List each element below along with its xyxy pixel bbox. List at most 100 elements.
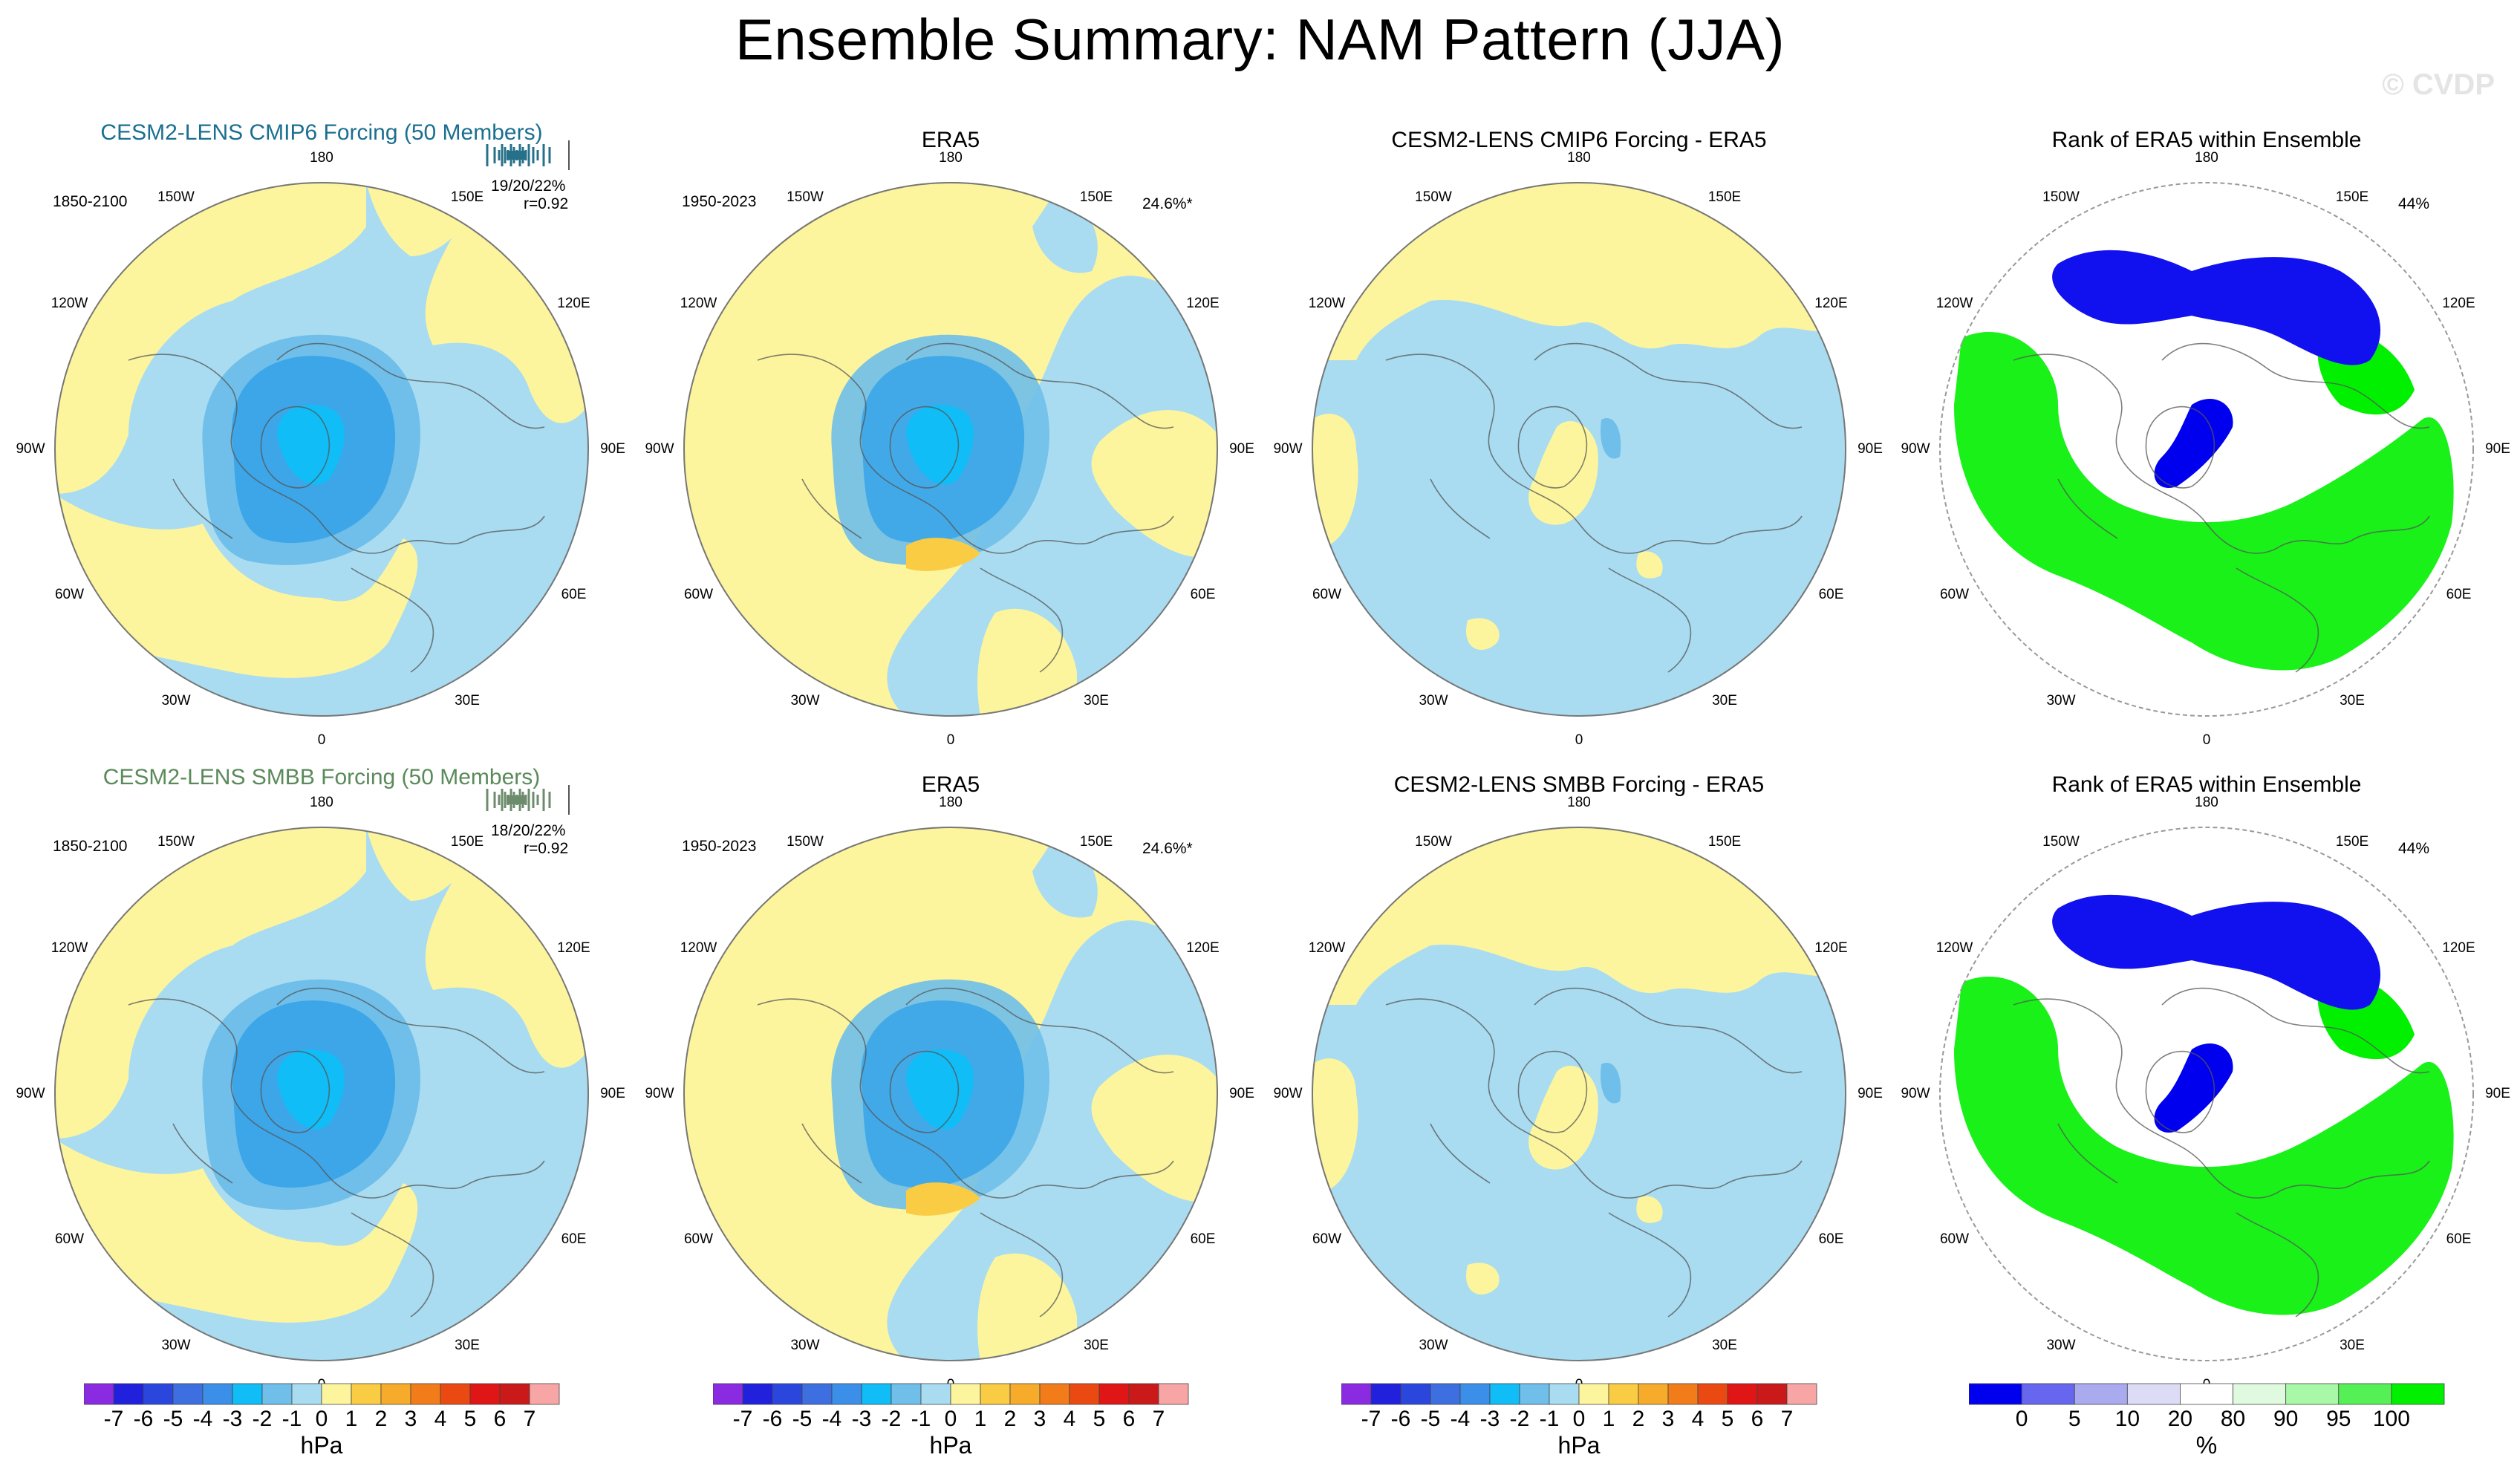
longitude-label: 60E xyxy=(561,1231,587,1247)
colorbar-tick: -5 xyxy=(1420,1407,1441,1431)
map-border xyxy=(1312,827,1846,1361)
longitude-label: 150E xyxy=(450,189,484,205)
colorbar-tick: 7 xyxy=(523,1407,536,1431)
colorbar-tick: -2 xyxy=(252,1407,273,1431)
colorbar-swatch xyxy=(232,1383,263,1405)
colorbar-tick: -7 xyxy=(732,1407,753,1431)
colorbar xyxy=(1341,1383,1817,1405)
longitude-label: 150E xyxy=(1079,833,1113,850)
longitude-label: 60E xyxy=(1818,1231,1844,1247)
polar-map-diff xyxy=(1312,182,1846,717)
positive-region xyxy=(1312,1058,1358,1191)
colorbar-swatch xyxy=(950,1383,981,1405)
longitude-label: 60E xyxy=(1190,587,1216,602)
longitude-label: 30W xyxy=(161,1338,191,1354)
period-label: 1950-2023 xyxy=(682,838,757,855)
colorbar-tick: 95 xyxy=(2326,1407,2351,1431)
negative-core xyxy=(277,405,345,485)
longitude-label: 30W xyxy=(1419,693,1448,709)
colorbar-tick: -1 xyxy=(911,1407,931,1431)
longitude-label: 30W xyxy=(1419,1338,1448,1354)
longitude-label: 150E xyxy=(1707,189,1742,205)
colorbar-unit: hPa xyxy=(929,1432,972,1459)
negative-core xyxy=(277,1049,345,1130)
colorbar-tick: 0 xyxy=(1572,1407,1586,1431)
longitude-label: 120E xyxy=(557,296,590,311)
colorbar-swatch xyxy=(1158,1383,1189,1405)
panel-title: CESM2-LENS SMBB Forcing (50 Members) xyxy=(102,765,541,789)
colorbar-swatch xyxy=(84,1383,114,1405)
pattern-correlation: r=0.92 xyxy=(524,840,569,857)
colorbar-tick: 4 xyxy=(434,1407,447,1431)
positive-region xyxy=(54,494,418,678)
longitude-label: 180 xyxy=(2195,795,2218,810)
colorbar-tick: -7 xyxy=(103,1407,124,1431)
panel-title: CESM2-LENS CMIP6 Forcing (50 Members) xyxy=(100,120,543,145)
longitude-label: 30E xyxy=(455,693,480,709)
colorbar-tick: 1 xyxy=(974,1407,987,1431)
longitude-label: 120W xyxy=(680,296,717,311)
colorbar-swatch xyxy=(742,1383,773,1405)
coastlines xyxy=(128,987,545,1318)
longitude-label: 90W xyxy=(645,1086,674,1101)
longitude-label: 150W xyxy=(2042,833,2080,850)
longitude-label: 180 xyxy=(1567,150,1591,166)
colorbar-swatch xyxy=(861,1383,892,1405)
variance-stat: 24.6%* xyxy=(1142,840,1193,857)
colorbar-swatch xyxy=(469,1383,501,1405)
colorbar-swatch xyxy=(1638,1383,1669,1405)
colorbar-swatch xyxy=(1489,1383,1520,1405)
colorbar-swatch xyxy=(1756,1383,1788,1405)
panel-title: ERA5 xyxy=(921,128,980,152)
colorbar-tick: 5 xyxy=(1093,1407,1106,1431)
coastlines xyxy=(757,342,1174,673)
pattern-correlation: r=0.92 xyxy=(524,195,569,212)
longitude-label: 60W xyxy=(54,1231,85,1247)
variance-stat: 24.6%* xyxy=(1142,195,1193,212)
negative-region xyxy=(1601,1063,1621,1104)
longitude-label: 30E xyxy=(1712,693,1737,709)
rank-low-region xyxy=(2154,398,2233,488)
ensemble-range xyxy=(507,151,526,160)
colorbar-tick: -4 xyxy=(192,1407,213,1431)
panel-title: Rank of ERA5 within Ensemble xyxy=(2051,772,2362,797)
positive-region xyxy=(1528,420,1598,525)
colorbar-swatch xyxy=(261,1383,293,1405)
colorbar-tick: 3 xyxy=(1033,1407,1046,1431)
positive-region xyxy=(1091,410,1218,558)
longitude-label: 90E xyxy=(2485,441,2510,457)
pattern-stat: 18/20/22% xyxy=(491,822,566,839)
colorbar-tick: -4 xyxy=(1450,1407,1471,1431)
positive-region xyxy=(977,608,1077,717)
colorbar-tick: 5 xyxy=(1721,1407,1734,1431)
colorbar-swatch xyxy=(499,1383,530,1405)
longitude-label: 150W xyxy=(1415,833,1452,850)
colorbar-swatch xyxy=(1009,1383,1041,1405)
polar-map-rank xyxy=(1939,182,2474,717)
map-border xyxy=(54,182,589,717)
longitude-label: 90E xyxy=(600,1086,625,1101)
colorbar-swatch xyxy=(2285,1383,2340,1405)
watermark: © CVDP xyxy=(2382,68,2495,101)
colorbar-tick: -6 xyxy=(133,1407,154,1431)
colorbar-tick: 7 xyxy=(1780,1407,1794,1431)
colorbar-swatch xyxy=(1400,1383,1431,1405)
longitude-label: 30W xyxy=(790,1338,820,1354)
colorbar-swatch xyxy=(2180,1383,2233,1405)
longitude-label: 90W xyxy=(16,441,45,457)
colorbar-tick: -6 xyxy=(762,1407,783,1431)
longitude-label: 0 xyxy=(317,732,326,748)
coastlines xyxy=(128,342,545,673)
longitude-label: 90W xyxy=(1273,1086,1303,1101)
colorbar-swatch xyxy=(1727,1383,1758,1405)
colorbar-swatch xyxy=(1098,1383,1130,1405)
colorbar-tick: 2 xyxy=(374,1407,388,1431)
colorbar-tick: 5 xyxy=(463,1407,477,1431)
colorbar-swatch xyxy=(2338,1383,2392,1405)
positive-region xyxy=(1312,182,1846,360)
longitude-label: 150W xyxy=(157,833,195,850)
map-border xyxy=(683,827,1218,1361)
colorbar-tick: -7 xyxy=(1361,1407,1381,1431)
longitude-label: 120E xyxy=(2442,940,2475,956)
colorbar-tick: 5 xyxy=(2068,1407,2081,1431)
